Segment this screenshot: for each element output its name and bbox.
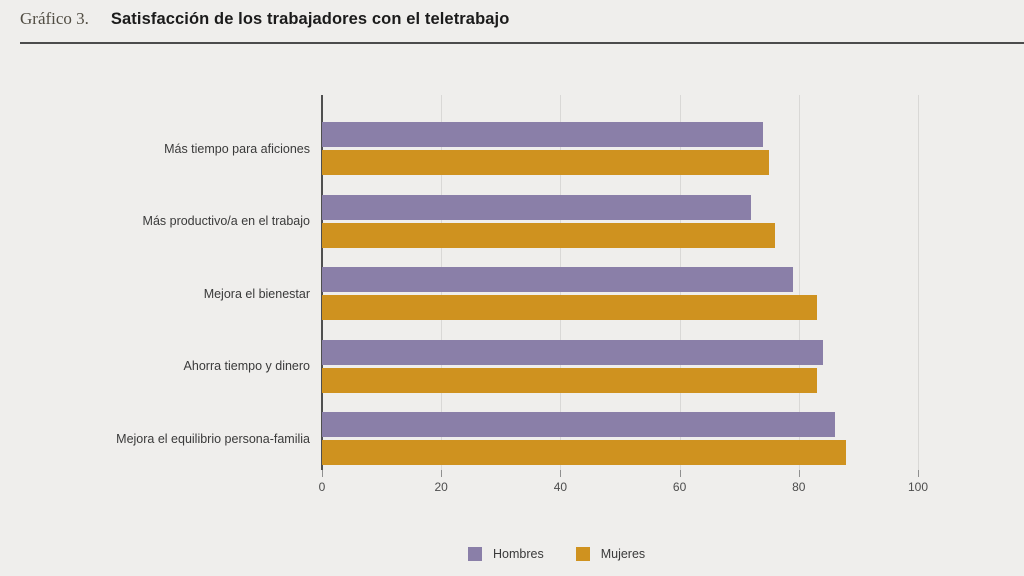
bar-hombres-row3 xyxy=(322,267,793,293)
gridline-80 xyxy=(798,95,800,470)
category-label-row3: Mejora el bienestar xyxy=(203,286,310,301)
x-tick-100 xyxy=(918,470,919,477)
x-tick-80 xyxy=(798,470,800,477)
legend-item-hombres: Hombres xyxy=(468,547,544,561)
plot-area xyxy=(321,95,919,470)
legend: Hombres Mujeres xyxy=(468,547,645,561)
figure-title: Satisfacción de los trabajadores con el … xyxy=(110,10,510,28)
bar-hombres-row1 xyxy=(322,122,764,147)
legend-label-hombres: Hombres xyxy=(493,547,544,561)
x-tick-label-100: 100 xyxy=(907,480,929,494)
category-label-row1: Más tiempo para aficiones xyxy=(164,141,310,156)
hombres-swatch-icon xyxy=(468,547,482,561)
x-tick-label-0: 0 xyxy=(318,480,326,494)
bar-hombres-row4 xyxy=(322,339,823,365)
x-tick-20 xyxy=(441,470,443,477)
x-tick-label-80: 80 xyxy=(792,480,806,494)
x-tick-label-40: 40 xyxy=(553,480,568,494)
x-tick-label-60: 60 xyxy=(672,480,687,494)
category-axis-labels: Más tiempo para aficiones Más productivo/… xyxy=(0,95,310,470)
bar-hombres-row5 xyxy=(322,412,835,438)
mujeres-swatch-icon xyxy=(575,547,590,561)
x-axis: 0 20 40 60 80 100 xyxy=(318,470,928,500)
category-label-row5: Mejora el equilibrio persona-familia xyxy=(116,431,310,446)
category-label-row4: Ahorra tiempo y dinero xyxy=(183,359,310,374)
title-divider xyxy=(20,42,1024,44)
bar-mujeres-row3 xyxy=(322,295,817,321)
legend-label-mujeres: Mujeres xyxy=(600,547,646,561)
gridline-100 xyxy=(918,95,919,470)
x-tick-label-20: 20 xyxy=(434,480,448,494)
bar-hombres-row2 xyxy=(322,194,752,220)
legend-item-mujeres: Mujeres xyxy=(575,547,646,561)
category-label-row2: Más productivo/a en el trabajo xyxy=(142,214,310,229)
figure-header: Gráfico 3. Satisfacción de los trabajador… xyxy=(20,9,1024,35)
bar-mujeres-row4 xyxy=(322,367,817,393)
bar-mujeres-row2 xyxy=(322,222,775,248)
x-tick-0 xyxy=(322,470,323,477)
bar-mujeres-row5 xyxy=(322,440,847,466)
bar-mujeres-row1 xyxy=(322,150,769,175)
x-tick-60 xyxy=(679,470,681,477)
x-tick-40 xyxy=(560,470,562,477)
figure-number: Gráfico 3. xyxy=(20,9,89,28)
